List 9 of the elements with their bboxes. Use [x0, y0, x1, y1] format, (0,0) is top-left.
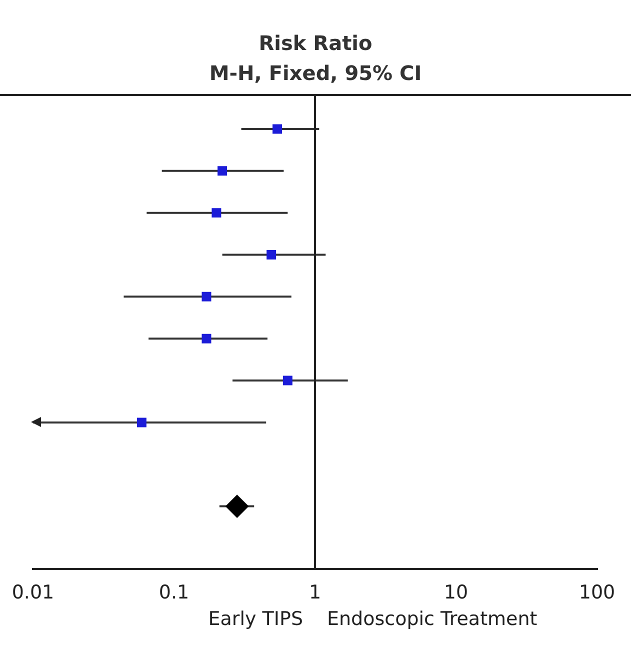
text: Early TIPS — [208, 608, 303, 630]
chart-subtitle: M-H, Fixed, 95% CI — [208, 60, 423, 87]
chart-title: Risk Ratio — [258, 30, 374, 57]
x-tick-label: 100 — [578, 582, 616, 604]
x-tick-label: 0.01 — [12, 582, 54, 604]
x-tick-label: 1 — [308, 582, 322, 604]
x-tick-label: 0.1 — [158, 582, 190, 604]
x-tick-label: 10 — [444, 582, 468, 604]
text: Endoscopic Treatment — [327, 608, 538, 630]
